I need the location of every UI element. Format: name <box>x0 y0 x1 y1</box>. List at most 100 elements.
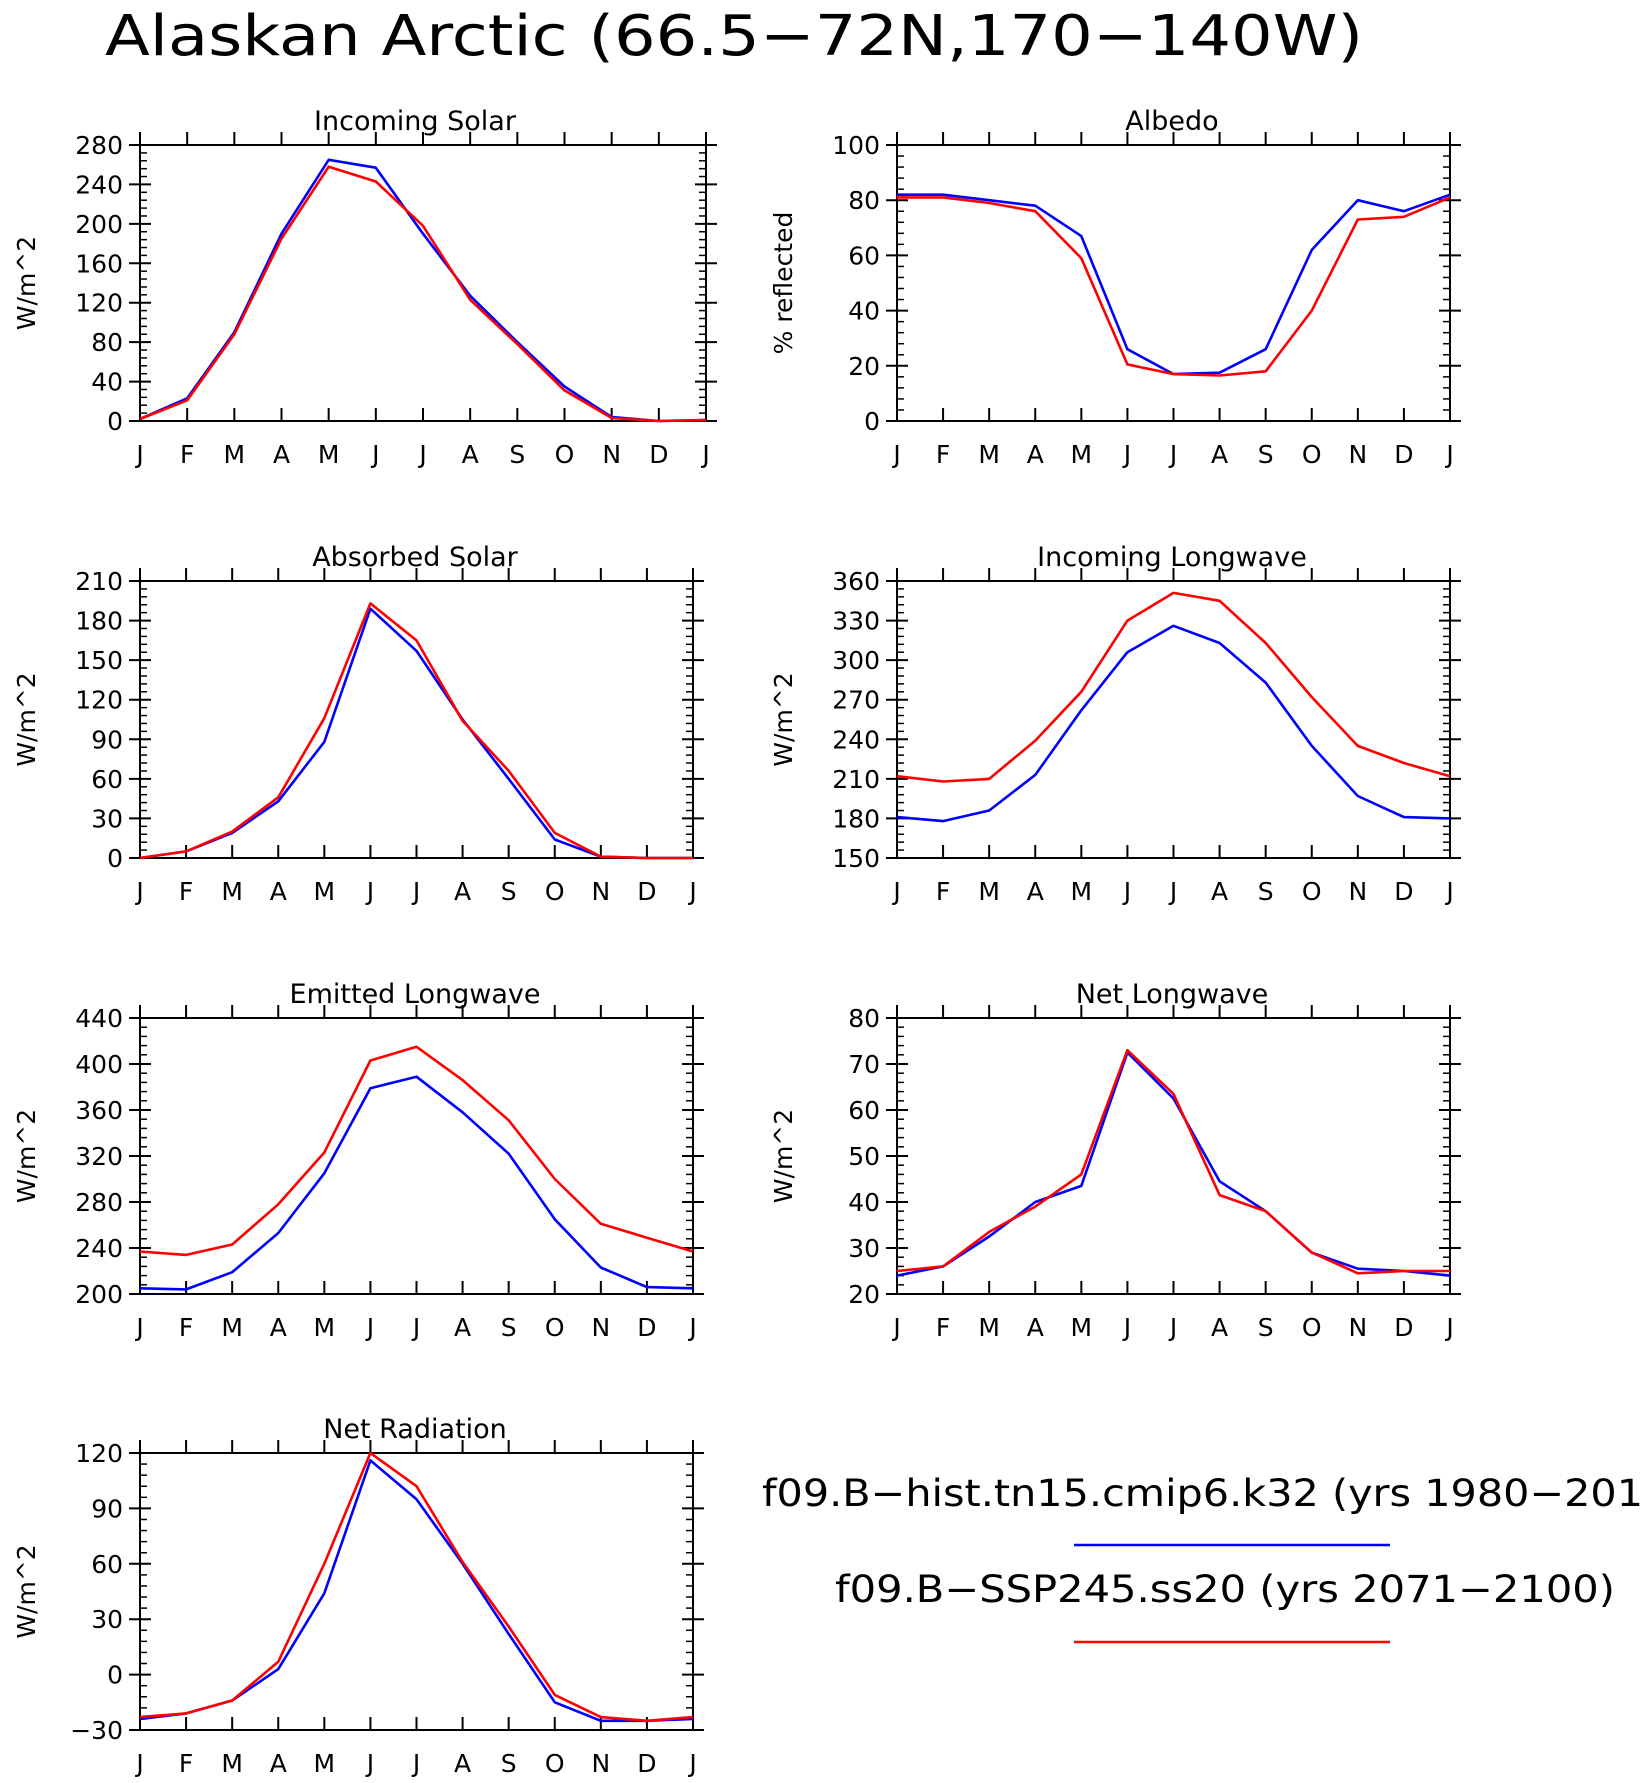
x-tick-label: J <box>1444 440 1453 469</box>
panels: J F M A M J J A S O N D J04080120160200240280W/m^2In… <box>12 106 1461 1778</box>
series-ssp245-line <box>139 1451 694 1723</box>
x-tick-label: F <box>179 1749 193 1778</box>
panel-title: Incoming Solar <box>314 106 517 137</box>
panel-title: Absorbed Solar <box>312 542 518 573</box>
x-tick-label: N <box>591 877 610 906</box>
x-tick-label: F <box>179 1313 193 1342</box>
x-tick-label: J <box>134 1313 143 1342</box>
y-tick-label: 40 <box>91 368 123 397</box>
x-tick-label: M <box>978 1313 1000 1342</box>
series-ssp245-line <box>139 602 693 860</box>
x-tick-label: A <box>270 1313 287 1342</box>
legend-label-ssp245: f09.B−SSP245.ss20 (yrs 2071−2100) <box>835 1568 1615 1611</box>
x-tick-label: J <box>891 1313 900 1342</box>
x-tick-label: A <box>454 877 471 906</box>
x-tick-label: N <box>1348 877 1367 906</box>
plot-frame <box>896 580 1451 859</box>
x-tick-label: O <box>1302 877 1322 906</box>
x-tick-label: D <box>1394 877 1413 906</box>
panel-emitted-longwave: J F M A M J J A S O N D J200240280320360400440W/m^2E… <box>12 979 704 1342</box>
x-tick-label: A <box>462 440 479 469</box>
y-tick-label: 120 <box>75 686 123 715</box>
x-tick-label: S <box>509 440 525 469</box>
x-tick-label: S <box>1258 1313 1274 1342</box>
legend-label-hist: f09.B−hist.tn15.cmip6.k32 (yrs 1980−201 <box>762 1472 1643 1515</box>
series-ssp245-line <box>139 165 707 423</box>
series-hist-line <box>139 158 707 423</box>
series-ssp245-line <box>896 591 1451 783</box>
y-tick-label: 30 <box>848 1234 880 1263</box>
y-tick-label: 0 <box>107 844 123 873</box>
x-tick-label: J <box>365 877 374 906</box>
y-tick-label: 210 <box>75 567 123 596</box>
series-ssp245-line <box>139 1045 694 1257</box>
y-tick-label: 240 <box>75 1234 123 1263</box>
y-tick-label: 280 <box>75 1188 123 1217</box>
x-tick-label: J <box>134 440 143 469</box>
x-tick-label: J <box>411 1313 420 1342</box>
panel-incoming-solar: J F M A M J J A S O N D J04080120160200240280W/m^2In… <box>12 106 717 469</box>
x-tick-label: A <box>1211 877 1228 906</box>
x-tick-label: D <box>649 440 668 469</box>
x-tick-label: A <box>454 1313 471 1342</box>
y-tick-label: 120 <box>75 289 123 318</box>
y-tick-label: 160 <box>75 249 123 278</box>
panel-title: Incoming Longwave <box>1037 542 1307 573</box>
plot-frame <box>139 1452 694 1731</box>
panel-title: Emitted Longwave <box>290 979 541 1010</box>
x-tick-label: M <box>221 877 243 906</box>
y-tick-label: 90 <box>91 725 123 754</box>
x-tick-label: J <box>687 1313 696 1342</box>
x-tick-label: J <box>687 877 696 906</box>
x-tick-label: A <box>270 1749 287 1778</box>
plot-frame <box>896 144 1451 422</box>
x-tick-label: O <box>545 1313 565 1342</box>
x-tick-label: M <box>221 1313 243 1342</box>
x-tick-label: J <box>411 1749 420 1778</box>
x-tick-label: M <box>318 440 340 469</box>
x-tick-label: M <box>1071 877 1093 906</box>
x-tick-label: D <box>637 877 656 906</box>
x-tick-label: S <box>501 877 517 906</box>
x-tick-label: D <box>637 1749 656 1778</box>
y-axis-label: W/m^2 <box>12 672 41 766</box>
y-tick-label: 80 <box>848 186 880 215</box>
y-tick-label: 200 <box>75 210 123 239</box>
y-tick-label: 60 <box>848 241 880 270</box>
y-tick-label: 0 <box>864 407 880 436</box>
y-tick-label: 100 <box>832 131 880 160</box>
series-hist-line <box>139 1075 694 1291</box>
y-tick-label: 150 <box>832 844 880 873</box>
x-tick-label: O <box>555 440 575 469</box>
y-tick-label: 60 <box>848 1096 880 1125</box>
x-tick-label: J <box>1168 877 1177 906</box>
x-tick-label: J <box>365 1749 374 1778</box>
y-tick-label: 180 <box>832 804 880 833</box>
y-tick-label: 210 <box>832 765 880 794</box>
y-tick-label: 40 <box>848 1188 880 1217</box>
y-tick-label: 360 <box>75 1096 123 1125</box>
y-tick-label: 440 <box>75 1004 123 1033</box>
x-tick-label: M <box>314 1313 336 1342</box>
x-tick-label: J <box>1168 1313 1177 1342</box>
series-hist-line <box>139 1459 694 1723</box>
x-tick-label: J <box>891 877 900 906</box>
plot-frame <box>139 580 694 859</box>
y-tick-label: 120 <box>75 1439 123 1468</box>
x-tick-label: O <box>1302 440 1322 469</box>
y-axis-label: W/m^2 <box>769 1109 798 1203</box>
x-tick-label: N <box>591 1749 610 1778</box>
y-tick-label: 70 <box>848 1050 880 1079</box>
x-tick-label: J <box>700 440 709 469</box>
series-ssp245-line <box>896 1048 1450 1275</box>
panel-title: Net Longwave <box>1076 979 1269 1010</box>
x-tick-label: D <box>1394 440 1413 469</box>
y-tick-label: 240 <box>832 725 880 754</box>
x-tick-label: S <box>501 1313 517 1342</box>
panel-absorbed-solar: J F M A M J J A S O N D J0306090120150180210W/m^2Abs… <box>12 542 704 906</box>
y-tick-label: 320 <box>75 1142 123 1171</box>
x-tick-label: J <box>365 1313 374 1342</box>
